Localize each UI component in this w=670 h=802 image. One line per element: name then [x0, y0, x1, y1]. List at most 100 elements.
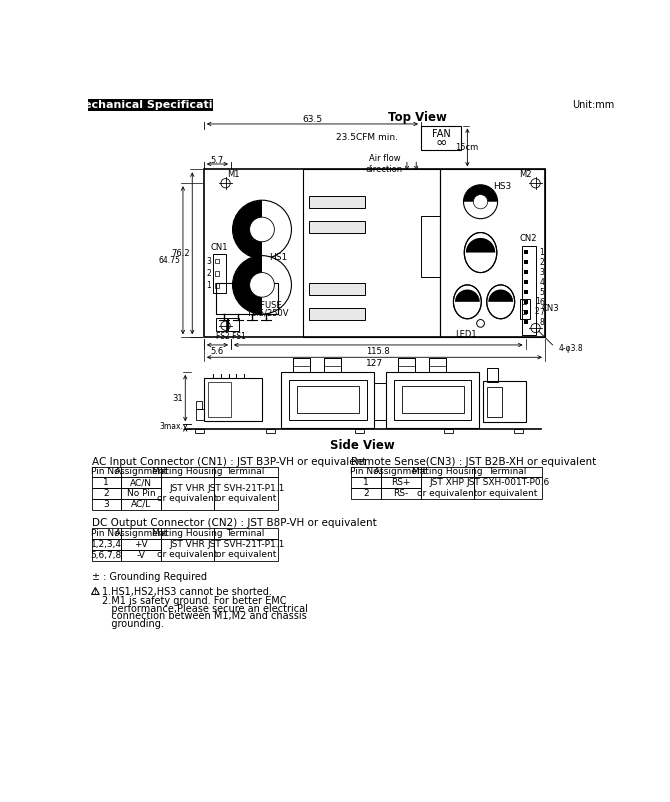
Ellipse shape — [486, 285, 515, 318]
Text: 1: 1 — [103, 478, 109, 488]
Text: -V: -V — [137, 551, 145, 560]
Text: 8: 8 — [539, 318, 544, 327]
Text: Top View: Top View — [387, 111, 446, 124]
Text: JST SXH-001T-P0.6
or equivalent: JST SXH-001T-P0.6 or equivalent — [466, 479, 549, 498]
Text: CN1: CN1 — [210, 244, 228, 253]
Bar — [214, 259, 218, 263]
Bar — [324, 358, 341, 366]
Text: JST VHR
or equivalent: JST VHR or equivalent — [157, 484, 218, 504]
Text: DC Output Connector (CN2) : JST B8P-VH or equivalent: DC Output Connector (CN2) : JST B8P-VH o… — [92, 518, 377, 529]
Text: Mechanical Specification: Mechanical Specification — [73, 99, 228, 110]
Text: M2: M2 — [519, 169, 532, 179]
Text: Terminal: Terminal — [226, 468, 265, 476]
Bar — [524, 300, 528, 304]
Bar — [524, 290, 528, 294]
Bar — [397, 358, 415, 372]
Text: 3: 3 — [206, 257, 211, 265]
Text: M1: M1 — [227, 169, 240, 179]
Bar — [161, 529, 214, 539]
Bar — [524, 310, 528, 314]
Bar — [92, 477, 121, 488]
Bar — [524, 250, 528, 254]
Text: FS2 FS1: FS2 FS1 — [216, 332, 246, 341]
Bar — [92, 549, 121, 561]
Bar — [351, 467, 381, 477]
Text: 115.8: 115.8 — [366, 346, 390, 355]
Bar — [381, 467, 421, 477]
Bar — [121, 499, 161, 510]
Bar — [310, 283, 365, 295]
Bar — [401, 386, 464, 414]
Text: 5,6,7,8: 5,6,7,8 — [90, 551, 122, 560]
Text: Unit:mm: Unit:mm — [572, 99, 614, 110]
Bar — [204, 169, 545, 338]
Bar — [204, 378, 262, 421]
Text: 2: 2 — [206, 269, 211, 277]
Bar — [214, 283, 218, 288]
Bar — [429, 358, 446, 366]
Bar — [514, 429, 523, 433]
Circle shape — [232, 200, 291, 259]
Bar — [196, 401, 202, 409]
Bar — [310, 196, 365, 208]
Bar — [303, 169, 440, 338]
Bar — [216, 318, 227, 331]
Text: CN2: CN2 — [520, 234, 537, 243]
Bar — [92, 539, 121, 549]
Bar — [228, 318, 239, 331]
Bar — [324, 358, 341, 372]
Bar — [214, 539, 277, 561]
Bar — [524, 320, 528, 324]
Bar — [421, 477, 474, 499]
Circle shape — [232, 256, 291, 314]
Bar — [381, 477, 421, 488]
Text: 2: 2 — [539, 258, 544, 267]
Bar — [394, 379, 471, 420]
Ellipse shape — [464, 233, 497, 273]
Text: HS1: HS1 — [269, 253, 287, 262]
Bar — [196, 409, 204, 420]
Bar — [522, 300, 525, 304]
Ellipse shape — [454, 285, 481, 318]
Text: Mating Housing: Mating Housing — [152, 468, 223, 476]
Text: +V: +V — [134, 540, 148, 549]
Bar — [421, 125, 461, 150]
Text: 2.M1 is safety ground. For better EMC: 2.M1 is safety ground. For better EMC — [103, 596, 287, 606]
Bar — [310, 221, 365, 233]
Bar — [421, 467, 474, 477]
Text: Terminal: Terminal — [488, 468, 527, 476]
Bar — [213, 254, 226, 293]
Text: 1.HS1,HS2,HS3 cannot be shorted.: 1.HS1,HS2,HS3 cannot be shorted. — [103, 588, 272, 597]
Bar — [429, 358, 446, 372]
Bar — [92, 529, 121, 539]
Text: 2: 2 — [535, 307, 539, 316]
Text: 7: 7 — [539, 308, 544, 317]
Text: 5: 5 — [539, 288, 544, 297]
Bar — [444, 429, 454, 433]
Bar — [121, 467, 161, 477]
Text: AC/N: AC/N — [130, 478, 152, 488]
Bar — [161, 539, 214, 561]
Bar — [522, 246, 535, 335]
Bar — [351, 488, 381, 499]
Text: ± : Grounding Required: ± : Grounding Required — [92, 572, 206, 582]
Text: Pin No.: Pin No. — [90, 468, 122, 476]
Text: HS2: HS2 — [239, 288, 257, 297]
Bar — [208, 382, 231, 417]
Text: !: ! — [94, 589, 96, 595]
Bar — [121, 477, 161, 488]
Bar — [161, 467, 214, 477]
Text: connection between M1,M2 and chassis: connection between M1,M2 and chassis — [103, 611, 307, 622]
Text: 76.2: 76.2 — [172, 249, 190, 257]
Text: No Pin: No Pin — [127, 489, 155, 498]
Bar — [524, 280, 528, 284]
Text: Side View: Side View — [330, 439, 395, 452]
Bar — [92, 488, 121, 499]
Text: 4-φ3.8: 4-φ3.8 — [559, 343, 584, 353]
Bar — [88, 99, 213, 111]
Bar — [310, 308, 365, 319]
Bar — [214, 529, 277, 539]
Text: AC/L: AC/L — [131, 500, 151, 508]
Bar — [297, 386, 359, 414]
Wedge shape — [232, 200, 262, 259]
